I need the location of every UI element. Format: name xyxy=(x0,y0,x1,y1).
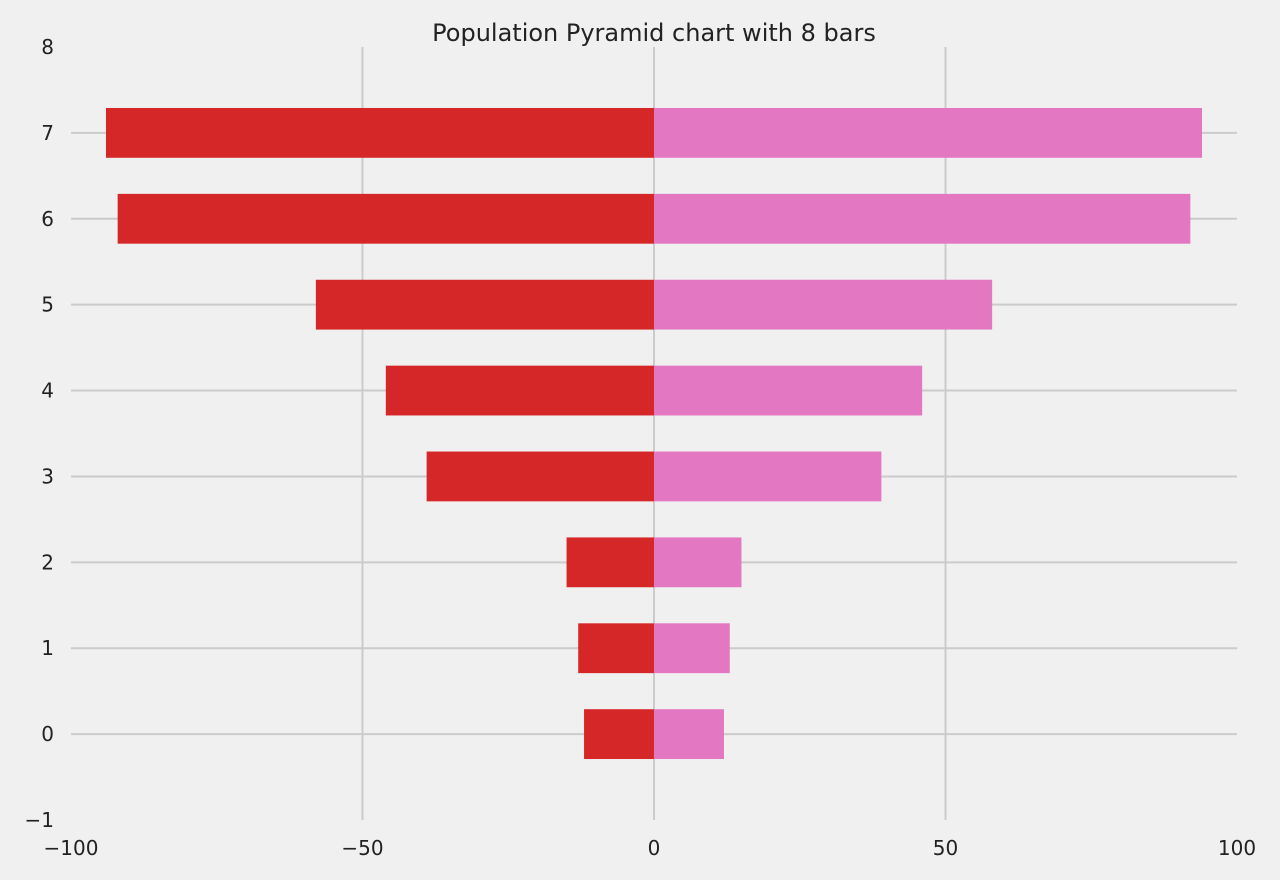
y-tick-label: −1 xyxy=(25,808,54,832)
right-bar-0 xyxy=(654,709,724,760)
right-bar-5 xyxy=(654,279,993,330)
y-tick-label: 3 xyxy=(41,464,54,488)
y-tick-label: 1 xyxy=(41,636,54,660)
right-bar-2 xyxy=(654,537,742,588)
right-bar-3 xyxy=(654,451,882,502)
left-bar-6 xyxy=(117,193,654,244)
left-bar-7 xyxy=(105,107,655,158)
grid-lines xyxy=(71,47,1237,820)
left-bar-0 xyxy=(584,709,654,760)
left-bar-5 xyxy=(315,279,654,330)
x-tick-label: 0 xyxy=(648,836,661,860)
y-tick-label: 4 xyxy=(41,379,54,403)
x-axis-ticks: −100 −50 0 50 100 xyxy=(44,836,1257,860)
right-bar-6 xyxy=(654,193,1191,244)
left-bar-4 xyxy=(385,365,654,416)
right-bar-1 xyxy=(654,623,730,674)
y-axis-ticks: −1 0 1 2 3 4 5 6 7 8 xyxy=(25,35,54,832)
x-tick-label: 50 xyxy=(933,836,958,860)
y-tick-label: 5 xyxy=(41,293,54,317)
x-tick-label: −50 xyxy=(341,836,383,860)
left-bar-2 xyxy=(566,537,654,588)
left-bar-1 xyxy=(578,623,654,674)
bars xyxy=(105,107,1203,760)
chart-title: Population Pyramid chart with 8 bars xyxy=(432,19,876,47)
y-tick-label: 2 xyxy=(41,550,54,574)
y-tick-label: 0 xyxy=(41,722,54,746)
x-tick-label: −100 xyxy=(44,836,99,860)
right-bar-7 xyxy=(654,107,1203,158)
y-tick-label: 7 xyxy=(41,121,54,145)
right-bar-4 xyxy=(654,365,923,416)
y-tick-label: 6 xyxy=(41,207,54,231)
y-tick-label: 8 xyxy=(41,35,54,59)
x-tick-label: 100 xyxy=(1218,836,1256,860)
left-bar-3 xyxy=(426,451,654,502)
